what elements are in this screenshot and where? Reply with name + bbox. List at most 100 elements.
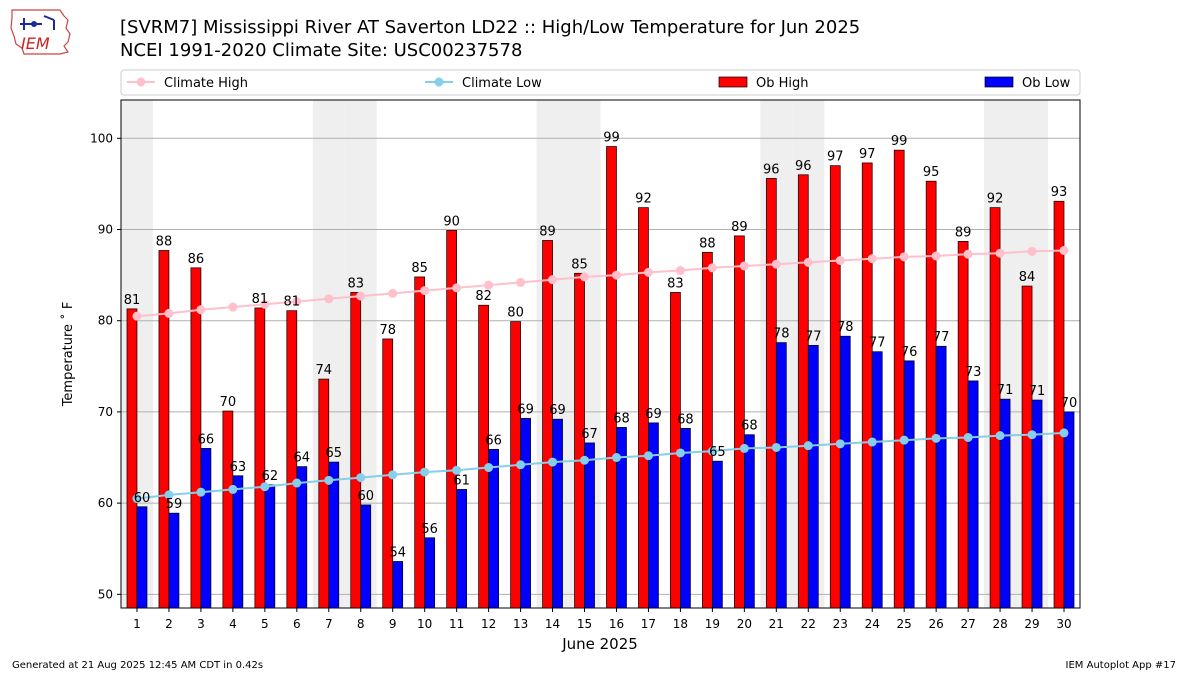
x-tick-label: 13 — [513, 617, 528, 631]
chart-title: [SVRM7] Mississippi River AT Saverton LD… — [120, 17, 861, 38]
ob-low-label: 65 — [326, 446, 343, 461]
x-tick-label: 22 — [801, 617, 816, 631]
ob-high-label: 96 — [763, 162, 780, 177]
ob-low-bar — [456, 489, 467, 609]
climate-low-line — [136, 431, 1065, 500]
climate-low-point — [995, 431, 1005, 441]
climate-high-point — [580, 272, 590, 282]
climate-low-point — [963, 432, 973, 442]
ob-low-label: 61 — [453, 473, 470, 488]
ob-low-label: 69 — [549, 403, 566, 418]
ob-high-label: 99 — [891, 134, 908, 149]
ob-low-label: 66 — [485, 433, 502, 448]
ob-low-bar — [743, 434, 755, 609]
ob-high-label: 81 — [252, 292, 269, 307]
climate-low-point — [835, 439, 845, 449]
ob-low-label: 78 — [837, 320, 854, 335]
ob-high-label: 88 — [156, 234, 173, 249]
climate-high-point — [452, 283, 462, 293]
ob-high-bar — [158, 250, 170, 609]
app-id: IEM Autoplot App #17 — [1065, 660, 1176, 671]
ob-high-label: 83 — [347, 276, 364, 291]
ob-low-label: 56 — [421, 522, 438, 537]
ob-high-bar — [414, 276, 426, 609]
x-tick-label: 14 — [545, 617, 560, 631]
ob-low-bar — [168, 512, 180, 609]
climate-high-point — [516, 277, 526, 287]
climate-low-point — [164, 490, 174, 500]
x-tick-label: 4 — [229, 617, 237, 631]
climate-low-point — [356, 473, 366, 483]
ob-high-label: 81 — [124, 293, 141, 308]
ob-high-bar — [925, 180, 937, 609]
x-tick-label: 5 — [261, 617, 269, 631]
climate-low-point — [771, 442, 781, 452]
ob-high-label: 74 — [316, 363, 333, 378]
legend-marker-climate-high — [136, 77, 146, 87]
svg-text:IEM: IEM — [21, 34, 50, 53]
climate-low-point — [739, 443, 749, 453]
ob-low-bar — [775, 342, 787, 609]
x-tick-label: 20 — [737, 617, 752, 631]
x-tick-label: 2 — [165, 617, 173, 631]
generated-timestamp: Generated at 21 Aug 2025 12:45 AM CDT in… — [12, 660, 264, 671]
ob-low-label: 77 — [805, 329, 822, 344]
x-tick-label: 3 — [197, 617, 205, 631]
ob-high-bar — [861, 162, 873, 609]
ob-high-label: 90 — [443, 214, 460, 229]
climate-high-point — [899, 252, 909, 262]
ob-low-label: 78 — [773, 327, 790, 342]
x-tick-label: 7 — [325, 617, 333, 631]
ob-low-bar — [839, 335, 851, 609]
ob-high-bar — [606, 146, 617, 609]
ob-high-bar — [478, 304, 489, 609]
ob-low-bar — [1063, 411, 1075, 609]
climate-high-point — [611, 270, 621, 280]
x-tick-label: 8 — [357, 617, 365, 631]
ob-low-bar — [232, 475, 244, 609]
ob-high-label: 89 — [731, 220, 748, 235]
ob-high-label: 81 — [284, 295, 301, 310]
legend: Climate High Climate Low Ob High Ob Low — [120, 69, 1081, 96]
legend-swatch-ob-high — [718, 76, 748, 88]
ob-high-bar — [893, 149, 905, 609]
legend-label-climate-high: Climate High — [164, 76, 248, 91]
ob-high-label: 89 — [955, 225, 972, 240]
climate-high-point — [228, 302, 238, 312]
ob-high-label: 99 — [603, 131, 620, 146]
x-tick-label: 25 — [897, 617, 912, 631]
ob-low-label: 60 — [134, 491, 151, 506]
y-tick-label: 100 — [90, 131, 113, 145]
x-tick-label: 27 — [960, 617, 975, 631]
iem-logo: IEM — [8, 6, 80, 58]
ob-low-bar — [360, 504, 372, 609]
ob-high-label: 80 — [507, 306, 524, 321]
ob-high-label: 95 — [923, 165, 940, 180]
ob-high-label: 82 — [475, 289, 492, 304]
ob-high-label: 93 — [1051, 185, 1068, 200]
ob-high-bar — [222, 410, 234, 609]
x-tick-label: 9 — [389, 617, 397, 631]
climate-high-point — [484, 280, 494, 290]
climate-low-point — [803, 441, 813, 451]
ob-low-label: 59 — [166, 497, 183, 512]
ob-high-bar — [542, 240, 553, 609]
x-axis-label: June 2025 — [561, 635, 638, 653]
ob-low-label: 73 — [965, 365, 982, 380]
y-tick-label: 80 — [98, 314, 113, 328]
ob-low-label: 77 — [933, 330, 950, 345]
ob-low-label: 77 — [869, 336, 886, 351]
ob-high-bar — [797, 174, 809, 609]
climate-high-point — [1027, 246, 1037, 256]
ob-high-label: 84 — [1019, 270, 1036, 285]
iem-logo-graphic: IEM — [10, 9, 71, 55]
ob-low-label: 65 — [709, 445, 726, 460]
climate-low-point — [228, 484, 238, 494]
climate-low-point — [452, 465, 462, 475]
climate-high-point — [324, 294, 334, 304]
ob-low-bar — [807, 344, 819, 609]
ob-high-label: 88 — [699, 236, 716, 251]
ob-low-label: 69 — [645, 407, 662, 422]
y-axis-label: Temperature ˚ F — [60, 302, 76, 408]
